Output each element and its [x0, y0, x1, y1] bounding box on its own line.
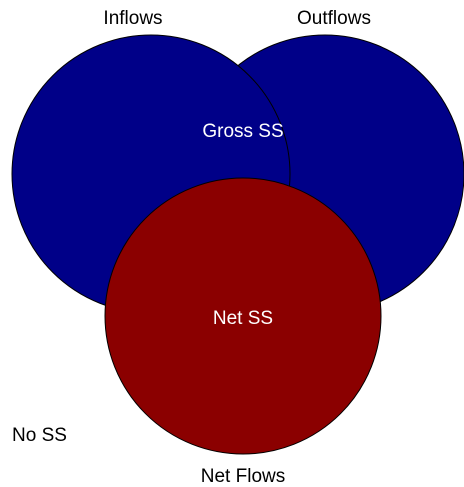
net-ss-label: Net SS [213, 308, 273, 329]
net-flows-label: Net Flows [201, 466, 285, 487]
outflows-label: Outflows [297, 8, 371, 29]
gross-ss-label: Gross SS [202, 121, 283, 142]
inflows-label: Inflows [103, 8, 162, 29]
net-flows-circle [104, 177, 382, 455]
no-ss-label: No SS [12, 425, 67, 446]
